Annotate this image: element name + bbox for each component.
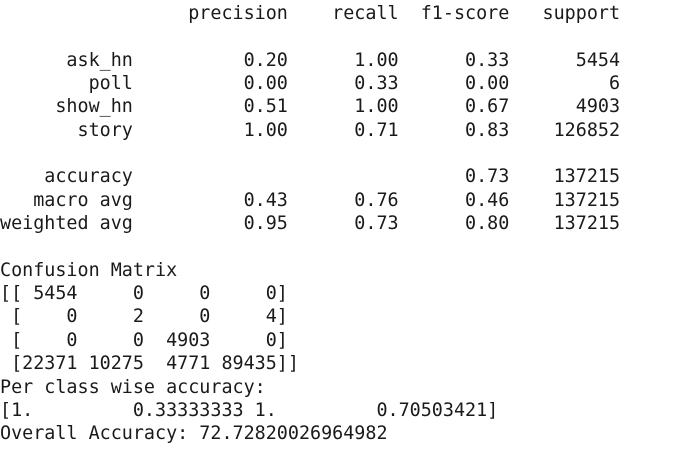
per-class-accuracy-title: Per class wise accuracy:: [0, 376, 266, 398]
report-row-ask-hn: ask_hn 0.20 1.00 0.33 5454: [0, 49, 621, 71]
console-output: precision recall f1-score support ask_hn…: [0, 2, 620, 446]
confusion-matrix-title: Confusion Matrix: [0, 259, 178, 281]
report-row-story: story 1.00 0.71 0.83 126852: [0, 119, 621, 141]
confusion-matrix-row-4: [22371 10275 4771 89435]]: [0, 353, 299, 375]
per-class-accuracy-values: [1. 0.33333333 1. 0.70503421]: [0, 399, 499, 421]
report-header-row: precision recall f1-score support: [0, 3, 621, 24]
report-row-accuracy: accuracy 0.73 137215: [0, 166, 621, 188]
confusion-matrix-row-2: [ 0 2 0 4]: [0, 306, 288, 328]
report-row-weighted-avg: weighted avg 0.95 0.73 0.80 137215: [0, 213, 621, 235]
confusion-matrix-row-3: [ 0 0 4903 0]: [0, 329, 288, 351]
blank-line: [0, 142, 620, 165]
report-row-poll: poll 0.00 0.33 0.00 6: [0, 73, 621, 95]
confusion-matrix-row-1: [[ 5454 0 0 0]: [0, 283, 288, 305]
blank-line: [0, 25, 620, 48]
overall-accuracy-line: Overall Accuracy: 72.72820026964982: [0, 423, 388, 445]
report-row-show-hn: show_hn 0.51 1.00 0.67 4903: [0, 96, 621, 118]
report-row-macro-avg: macro avg 0.43 0.76 0.46 137215: [0, 189, 621, 211]
blank-line: [0, 235, 620, 258]
